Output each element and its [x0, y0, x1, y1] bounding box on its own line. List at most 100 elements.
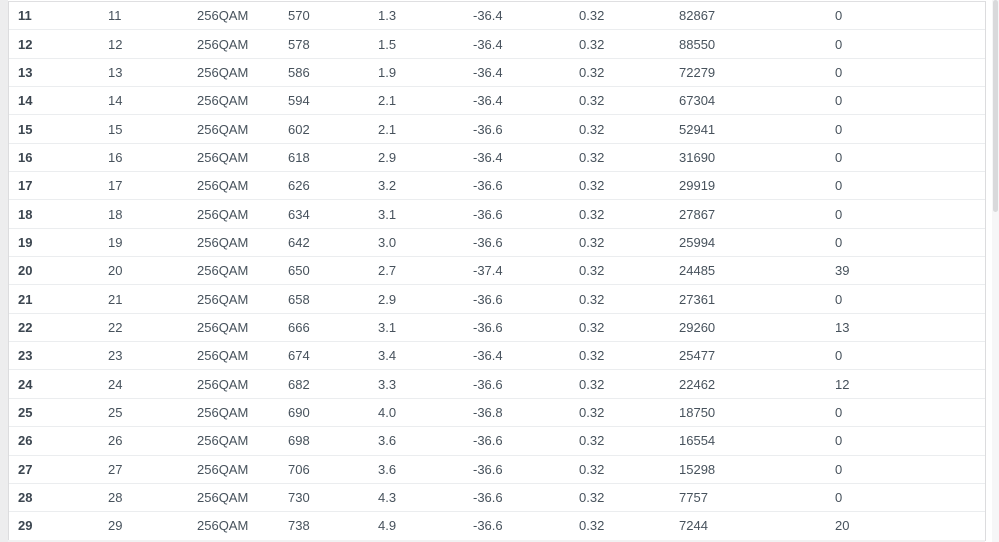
cell-col9: 0 — [835, 64, 843, 80]
table-row: 12 12 256QAM 578 1.5 -36.4 0.32 88550 0 — [9, 30, 985, 59]
bottom-strip — [8, 540, 985, 542]
cell-channel: 11 — [108, 8, 122, 24]
cell-modulation: 256QAM — [197, 36, 249, 52]
cell-col9: 13 — [835, 319, 850, 335]
cell-col7: 0.32 — [579, 36, 605, 52]
cell-col9: 0 — [835, 8, 843, 24]
cell-col7: 0.32 — [579, 490, 605, 506]
cell-col7: 0.32 — [579, 291, 605, 307]
cell-modulation: 256QAM — [197, 263, 249, 279]
table-row: 24 24 256QAM 682 3.3 -36.6 0.32 22462 12 — [9, 370, 985, 399]
cell-col8: 27867 — [679, 206, 716, 222]
table-row: 28 28 256QAM 730 4.3 -36.6 0.32 7757 0 — [9, 483, 985, 513]
cell-col7: 0.32 — [579, 348, 605, 364]
cell-channel: 15 — [108, 121, 123, 137]
cell-col8: 27361 — [679, 291, 716, 307]
cell-col7: 0.32 — [579, 433, 605, 449]
cell-col8: 25477 — [679, 348, 716, 364]
cell-channel: 18 — [108, 206, 123, 222]
cell-index: 13 — [18, 64, 33, 80]
cell-col8: 29919 — [679, 178, 716, 194]
cell-modulation: 256QAM — [197, 291, 249, 307]
cell-frequency: 674 — [288, 348, 310, 364]
cell-col8: 16554 — [679, 433, 716, 449]
cell-col9: 0 — [835, 234, 843, 250]
cell-col8: 25994 — [679, 234, 716, 250]
cell-col9: 0 — [835, 121, 843, 137]
cell-col6: -36.4 — [473, 36, 503, 52]
cell-frequency: 618 — [288, 149, 310, 165]
cell-col7: 0.32 — [579, 518, 605, 534]
cell-index: 16 — [18, 149, 33, 165]
cell-col9: 0 — [835, 206, 843, 222]
cell-channel: 28 — [108, 490, 123, 506]
cell-index: 20 — [18, 263, 33, 279]
cell-col6: -36.6 — [473, 234, 503, 250]
cell-power: 3.4 — [378, 348, 397, 364]
cell-channel: 26 — [108, 433, 123, 449]
cell-col6: -36.4 — [473, 348, 503, 364]
cell-frequency: 730 — [288, 490, 310, 506]
cell-col7: 0.32 — [579, 64, 605, 80]
cell-col9: 20 — [835, 518, 850, 534]
cell-channel: 13 — [108, 64, 123, 80]
cell-modulation: 256QAM — [197, 404, 249, 420]
cell-col7: 0.32 — [579, 404, 605, 420]
cell-col6: -36.4 — [473, 93, 503, 109]
cell-index: 14 — [18, 93, 33, 109]
cell-frequency: 642 — [288, 234, 310, 250]
cell-power: 3.6 — [378, 461, 397, 477]
cell-col7: 0.32 — [579, 149, 605, 165]
table-row: 15 15 256QAM 602 2.1 -36.6 0.32 52941 0 — [9, 115, 985, 144]
cell-col6: -36.6 — [473, 461, 503, 477]
table-row: 11 11 256QAM 570 1.3 -36.4 0.32 82867 0 — [9, 2, 985, 31]
cell-col9: 0 — [835, 348, 843, 364]
cell-col9: 0 — [835, 461, 843, 477]
cell-col8: 22462 — [679, 376, 716, 392]
cell-power: 2.1 — [378, 121, 397, 137]
cell-power: 3.6 — [378, 433, 397, 449]
cell-power: 4.0 — [378, 404, 397, 420]
cell-power: 3.2 — [378, 178, 397, 194]
cell-col7: 0.32 — [579, 263, 605, 279]
cell-power: 4.3 — [378, 490, 397, 506]
cell-modulation: 256QAM — [197, 121, 249, 137]
cell-col7: 0.32 — [579, 178, 605, 194]
cell-col8: 18750 — [679, 404, 716, 420]
cell-frequency: 738 — [288, 518, 310, 534]
cell-channel: 21 — [108, 291, 123, 307]
cell-col8: 82867 — [679, 8, 716, 24]
table-row: 22 22 256QAM 666 3.1 -36.6 0.32 29260 13 — [9, 313, 985, 343]
cell-index: 11 — [18, 8, 32, 24]
cell-col9: 0 — [835, 93, 843, 109]
table-row: 20 20 256QAM 650 2.7 -37.4 0.32 24485 39 — [9, 257, 985, 286]
cell-col7: 0.32 — [579, 461, 605, 477]
cell-index: 27 — [18, 461, 33, 477]
scrollbar-thumb[interactable] — [993, 0, 998, 212]
table-row: 29 29 256QAM 738 4.9 -36.6 0.32 7244 20 — [9, 512, 985, 541]
channel-table: 11 11 256QAM 570 1.3 -36.4 0.32 82867 0 12 12 256QA… — [8, 1, 986, 541]
cell-frequency: 666 — [288, 319, 310, 335]
cell-power: 2.7 — [378, 263, 397, 279]
cell-channel: 19 — [108, 234, 123, 250]
scrollbar[interactable] — [992, 0, 999, 542]
cell-col6: -36.6 — [473, 433, 503, 449]
cell-channel: 16 — [108, 149, 123, 165]
cell-col6: -36.6 — [473, 206, 503, 222]
table-row: 18 18 256QAM 634 3.1 -36.6 0.32 27867 0 — [9, 200, 985, 229]
table-row: 16 16 256QAM 618 2.9 -36.4 0.32 31690 0 — [9, 143, 985, 173]
cell-col8: 67304 — [679, 93, 716, 109]
cell-index: 17 — [18, 178, 33, 194]
cell-index: 19 — [18, 234, 33, 250]
cell-col8: 29260 — [679, 319, 716, 335]
cell-index: 18 — [18, 206, 33, 222]
cell-modulation: 256QAM — [197, 348, 249, 364]
cell-frequency: 626 — [288, 178, 310, 194]
cell-col7: 0.32 — [579, 319, 605, 335]
table-row: 27 27 256QAM 706 3.6 -36.6 0.32 15298 0 — [9, 455, 985, 484]
cell-modulation: 256QAM — [197, 234, 249, 250]
cell-frequency: 586 — [288, 64, 310, 80]
cell-channel: 27 — [108, 461, 123, 477]
cell-col6: -37.4 — [473, 263, 503, 279]
cell-col8: 7757 — [679, 490, 708, 506]
